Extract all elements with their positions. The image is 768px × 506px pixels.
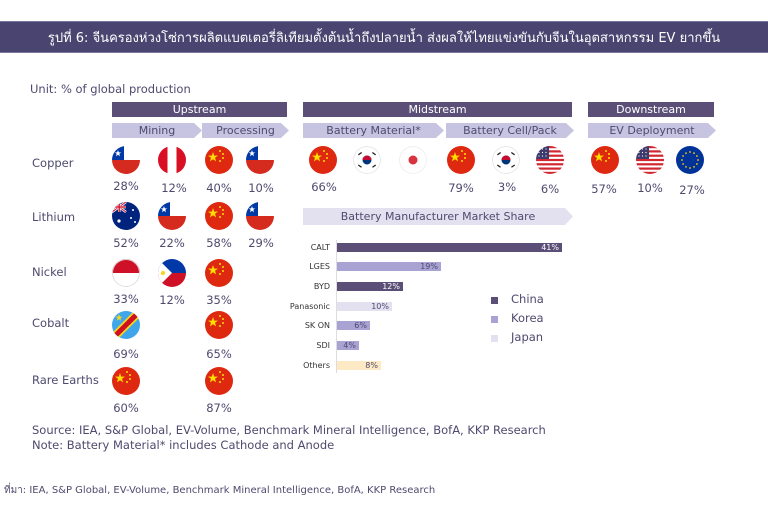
legend-china: China bbox=[511, 292, 544, 306]
note-text: Note: Battery Material* includes Cathode… bbox=[32, 438, 335, 452]
row-label-cobalt: Cobalt bbox=[32, 316, 70, 330]
figure-title: รูปที่ 6: จีนครองห่วงโซ่การผลิตแบตเตอรี่… bbox=[47, 30, 721, 46]
bar-label-lges: LGES bbox=[309, 262, 330, 271]
eu-flag-icon bbox=[676, 146, 704, 174]
midstream-header: Midstream bbox=[303, 102, 572, 117]
korea-flag-icon bbox=[492, 146, 520, 174]
bar-sdi: 4% bbox=[337, 341, 359, 350]
korea-flag-icon bbox=[353, 146, 381, 174]
bar-label-calt: CALT bbox=[310, 243, 330, 252]
chart-axis bbox=[336, 240, 337, 373]
china-flag-icon bbox=[309, 146, 337, 174]
copper-mining-peru-pct: 12% bbox=[161, 181, 187, 195]
legend-japan: Japan bbox=[511, 330, 544, 344]
usa-flag-icon bbox=[636, 146, 664, 174]
rare-earths-mining-china-pct: 60% bbox=[113, 401, 139, 415]
china-flag-icon bbox=[112, 367, 140, 395]
cobalt-mining-drc-pct: 69% bbox=[113, 347, 139, 361]
bar-label-panasonic: Panasonic bbox=[289, 302, 330, 311]
ev-eu-pct: 27% bbox=[679, 183, 705, 197]
philippines-flag-icon bbox=[158, 259, 186, 287]
lithium-mining-chile-pct: 22% bbox=[159, 236, 185, 250]
bar-others: 8% bbox=[337, 361, 381, 370]
indonesia-flag-icon bbox=[112, 259, 140, 287]
china-flag-icon bbox=[205, 146, 233, 174]
china-flag-icon bbox=[205, 259, 233, 287]
copper-processing-china-pct: 40% bbox=[206, 181, 232, 195]
bar-sk-on: 6% bbox=[337, 321, 370, 330]
bar-panasonic: 10% bbox=[337, 302, 392, 311]
nickel-mining-philippines-pct: 12% bbox=[159, 293, 185, 307]
legend-korea: Korea bbox=[511, 311, 544, 325]
legend-swatch-korea bbox=[491, 316, 498, 323]
nickel-mining-indonesia-pct: 33% bbox=[113, 292, 139, 306]
chile-flag-icon bbox=[112, 146, 140, 174]
battery-cell-usa-pct: 6% bbox=[540, 182, 560, 196]
usa-flag-icon bbox=[536, 146, 564, 174]
footer-source: ที่มา: IEA, S&P Global, EV-Volume, Bench… bbox=[4, 485, 436, 496]
unit-label: Unit: % of global production bbox=[30, 82, 191, 96]
bar-label-others: Others bbox=[303, 361, 330, 370]
row-label-lithium: Lithium bbox=[32, 210, 76, 224]
lithium-mining-australia-pct: 52% bbox=[113, 236, 139, 250]
china-flag-icon bbox=[205, 311, 233, 339]
legend-swatch-china bbox=[491, 297, 498, 304]
battery-cell-subheader: Battery Cell/Pack bbox=[446, 123, 574, 138]
copper-mining-chile-pct: 28% bbox=[113, 179, 139, 193]
battery-cell-china-pct: 79% bbox=[448, 181, 474, 195]
mining-subheader: Mining bbox=[112, 123, 202, 138]
chile-flag-icon bbox=[158, 202, 186, 230]
china-flag-icon bbox=[205, 367, 233, 395]
bar-byd: 12% bbox=[337, 282, 403, 291]
rare-earths-processing-china-pct: 87% bbox=[206, 401, 232, 415]
legend-swatch-japan bbox=[491, 335, 498, 342]
australia-flag-icon bbox=[112, 202, 140, 230]
battery-cell-korea-pct: 3% bbox=[497, 180, 517, 194]
ev-china-pct: 57% bbox=[591, 182, 617, 196]
source-text: Source: IEA, S&P Global, EV-Volume, Benc… bbox=[32, 423, 546, 437]
bar-label-sdi: SDI bbox=[316, 341, 330, 350]
ev-usa-pct: 10% bbox=[637, 181, 663, 195]
battery-material-subheader: Battery Material* bbox=[303, 123, 444, 138]
drc-flag-icon bbox=[112, 311, 140, 339]
japan-flag-icon bbox=[399, 146, 427, 174]
bar-calt: 41% bbox=[337, 243, 562, 252]
cobalt-processing-china-pct: 65% bbox=[206, 347, 232, 361]
battery-material-china-pct: 66% bbox=[311, 180, 337, 194]
bar-label-byd: BYD bbox=[313, 282, 330, 291]
ev-deployment-subheader: EV Deployment bbox=[588, 123, 716, 138]
nickel-processing-china-pct: 35% bbox=[206, 293, 232, 307]
processing-subheader: Processing bbox=[202, 123, 289, 138]
downstream-header: Downstream bbox=[588, 102, 714, 117]
figure-title-banner: รูปที่ 6: จีนครองห่วงโซ่การผลิตแบตเตอรี่… bbox=[0, 21, 768, 53]
bar-label-sk-on: SK ON bbox=[304, 321, 330, 330]
market-share-title: Battery Manufacturer Market Share bbox=[303, 208, 573, 225]
chile-flag-icon bbox=[246, 146, 274, 174]
bar-lges: 19% bbox=[337, 262, 441, 271]
peru-flag-icon bbox=[158, 146, 186, 174]
row-label-nickel: Nickel bbox=[32, 265, 67, 279]
row-label-rare-earths: Rare Earths bbox=[32, 373, 99, 387]
china-flag-icon bbox=[591, 146, 619, 174]
copper-processing-chile-pct: 10% bbox=[248, 181, 274, 195]
chile-flag-icon bbox=[246, 202, 274, 230]
row-label-copper: Copper bbox=[32, 156, 74, 170]
upstream-header: Upstream bbox=[112, 102, 287, 117]
china-flag-icon bbox=[447, 146, 475, 174]
lithium-processing-china-pct: 58% bbox=[206, 236, 232, 250]
lithium-processing-chile-pct: 29% bbox=[248, 236, 274, 250]
china-flag-icon bbox=[205, 202, 233, 230]
